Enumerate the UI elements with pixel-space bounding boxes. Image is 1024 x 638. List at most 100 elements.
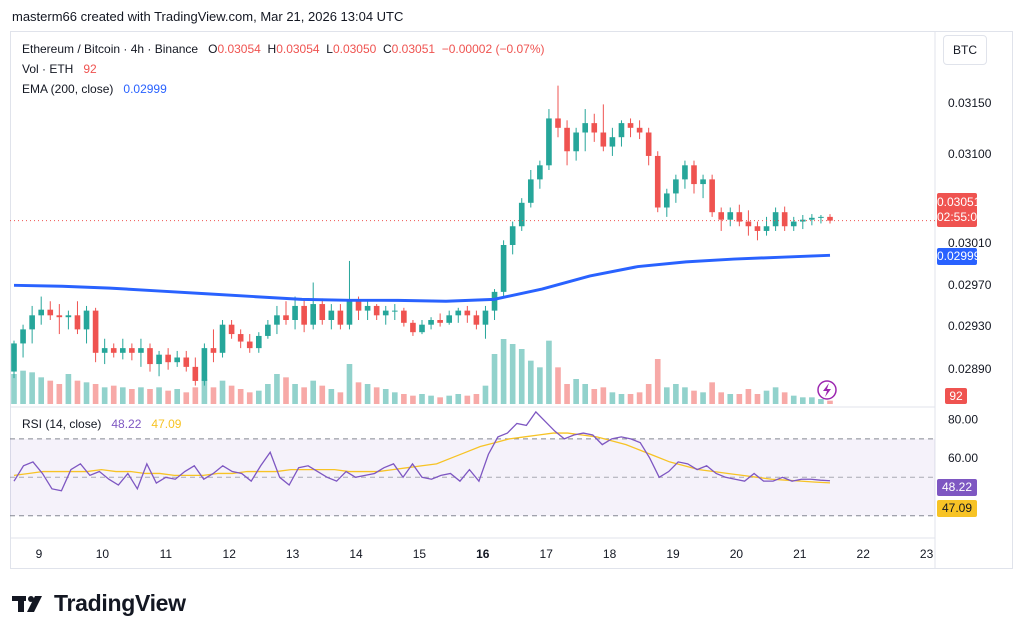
volume-bar bbox=[691, 390, 697, 404]
volume-bar bbox=[437, 397, 443, 404]
symbol-title[interactable]: Ethereum / Bitcoin · 4h · Binance bbox=[22, 42, 199, 56]
volume-bar bbox=[763, 390, 770, 404]
volume-bar bbox=[464, 395, 471, 404]
rsi-tick-label: 60.00 bbox=[948, 451, 978, 465]
volume-bar bbox=[419, 394, 425, 404]
candle-body bbox=[301, 305, 307, 325]
candle-body bbox=[283, 315, 289, 320]
rsi-tick-label: 80.00 bbox=[948, 413, 978, 427]
candle-body bbox=[56, 315, 63, 318]
candle-body bbox=[709, 179, 715, 213]
volume-bar bbox=[138, 387, 144, 404]
volume-bar bbox=[527, 360, 534, 404]
volume-bar bbox=[745, 389, 752, 404]
currency-button[interactable]: BTC bbox=[943, 35, 987, 65]
ema-legend[interactable]: EMA (200, close) 0.02999 bbox=[22, 82, 167, 96]
volume-bar bbox=[337, 392, 344, 404]
ema-line bbox=[13, 253, 831, 303]
candle-body bbox=[790, 221, 797, 227]
candle-body bbox=[310, 304, 317, 325]
rsi-legend[interactable]: RSI (14, close) 48.22 47.09 bbox=[22, 417, 181, 431]
candle-body bbox=[174, 357, 181, 363]
volume-bar bbox=[364, 384, 371, 404]
volume-bar bbox=[201, 379, 208, 404]
tradingview-logo-icon bbox=[12, 595, 42, 612]
candle-body bbox=[437, 320, 443, 323]
volume-bar bbox=[537, 367, 543, 404]
candle-body bbox=[564, 127, 570, 152]
volume-bar bbox=[292, 384, 298, 404]
rsi-ma-value: 47.09 bbox=[151, 417, 182, 431]
volume-bar bbox=[627, 394, 634, 404]
candle-body bbox=[663, 193, 670, 208]
candle-body bbox=[464, 310, 471, 316]
candle-body bbox=[573, 132, 579, 152]
candle-body bbox=[600, 132, 607, 147]
rsi-value: 48.22 bbox=[111, 417, 142, 431]
candle-body bbox=[591, 123, 598, 133]
volume-bar bbox=[147, 389, 153, 404]
candle-body bbox=[636, 127, 643, 133]
close-value: 0.03051 bbox=[391, 42, 436, 56]
candle-body bbox=[500, 245, 507, 292]
chart-frame[interactable] bbox=[10, 31, 1013, 569]
volume-bar bbox=[500, 339, 507, 404]
candle-body bbox=[555, 118, 561, 128]
volume-bar bbox=[228, 385, 235, 404]
volume-bar bbox=[482, 385, 489, 404]
ema-value: 0.02999 bbox=[123, 82, 167, 96]
tradingview-brand-text: TradingView bbox=[54, 590, 186, 616]
candle-body bbox=[391, 310, 398, 312]
candle-body bbox=[527, 179, 534, 203]
candle-body bbox=[654, 155, 661, 208]
ema-price-tag: 0.02999 bbox=[937, 248, 981, 265]
volume-bar bbox=[274, 374, 280, 404]
time-tick-label: 9 bbox=[36, 547, 43, 561]
volume-bar bbox=[20, 370, 26, 404]
open-value: 0.03054 bbox=[217, 42, 261, 56]
volume-bar bbox=[555, 367, 561, 404]
candle-body bbox=[446, 315, 453, 323]
volume-bar bbox=[700, 392, 706, 404]
time-tick-label: 15 bbox=[413, 547, 427, 561]
candle-body bbox=[818, 216, 824, 218]
candle-body bbox=[482, 310, 489, 325]
candle-body bbox=[382, 310, 389, 316]
volume-bar bbox=[799, 397, 806, 404]
candle-body bbox=[337, 310, 344, 325]
volume-bar bbox=[546, 340, 552, 404]
volume-bar bbox=[455, 394, 462, 404]
volume-bar bbox=[382, 389, 389, 404]
candle-body bbox=[129, 348, 135, 353]
volume-bar bbox=[11, 374, 17, 404]
candle-body bbox=[156, 354, 162, 365]
candle-body bbox=[319, 304, 326, 320]
volume-bar bbox=[119, 387, 126, 404]
volume-bar bbox=[310, 380, 317, 404]
candle-body bbox=[119, 348, 126, 353]
candle-body bbox=[83, 310, 90, 330]
candle-body bbox=[410, 322, 416, 333]
candle-body bbox=[138, 348, 144, 353]
volume-bar bbox=[246, 392, 253, 404]
price-tick-label: 0.02890 bbox=[948, 362, 992, 376]
price-tick-label: 0.02930 bbox=[948, 319, 992, 333]
ema-label: EMA (200, close) bbox=[22, 82, 114, 96]
candle-body bbox=[11, 343, 17, 372]
volume-bar bbox=[29, 372, 35, 404]
candle-body bbox=[763, 226, 770, 231]
volume-bar bbox=[600, 387, 607, 404]
candle-body bbox=[92, 310, 99, 353]
volume-legend[interactable]: Vol · ETH 92 bbox=[22, 62, 97, 76]
volume-bar bbox=[663, 387, 670, 404]
time-tick-label: 16 bbox=[476, 547, 490, 561]
volume-bar bbox=[255, 390, 262, 404]
candle-body bbox=[219, 324, 226, 353]
candle-body bbox=[373, 305, 380, 316]
volume-bar bbox=[772, 387, 779, 404]
change-value: −0.00002 (−0.07%) bbox=[441, 42, 545, 56]
candle-body bbox=[346, 301, 353, 325]
time-tick-label: 22 bbox=[857, 547, 871, 561]
volume-bar bbox=[564, 384, 570, 404]
